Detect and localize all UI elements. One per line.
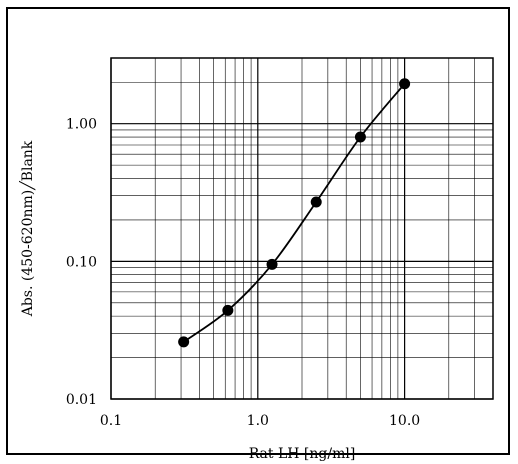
x-tick-label: 10.0 <box>389 413 420 429</box>
data-point <box>399 78 411 90</box>
data-point <box>178 336 190 348</box>
data-point <box>222 304 234 316</box>
x-tick-label: 1.0 <box>247 413 269 429</box>
data-point <box>354 131 366 143</box>
x-tick-label: 0.1 <box>100 413 122 429</box>
y-axis-label: Abs. (450-620nm)╱Blank <box>19 140 36 317</box>
x-axis-label: Rat LH [ng/ml] <box>249 446 356 462</box>
y-tick-label: 0.01 <box>66 392 97 408</box>
minor-grid <box>111 57 494 399</box>
y-tick-label: 1.00 <box>66 117 97 133</box>
data-points <box>178 78 411 348</box>
fit-curve <box>183 83 406 343</box>
data-point <box>310 196 322 208</box>
y-tick-label: 0.10 <box>66 254 97 270</box>
data-point <box>266 258 278 270</box>
x-tick-labels: 0.1 1.0 10.0 <box>100 413 420 429</box>
y-tick-labels: 0.01 0.10 1.00 <box>66 117 97 408</box>
plot-area-border <box>110 57 494 400</box>
